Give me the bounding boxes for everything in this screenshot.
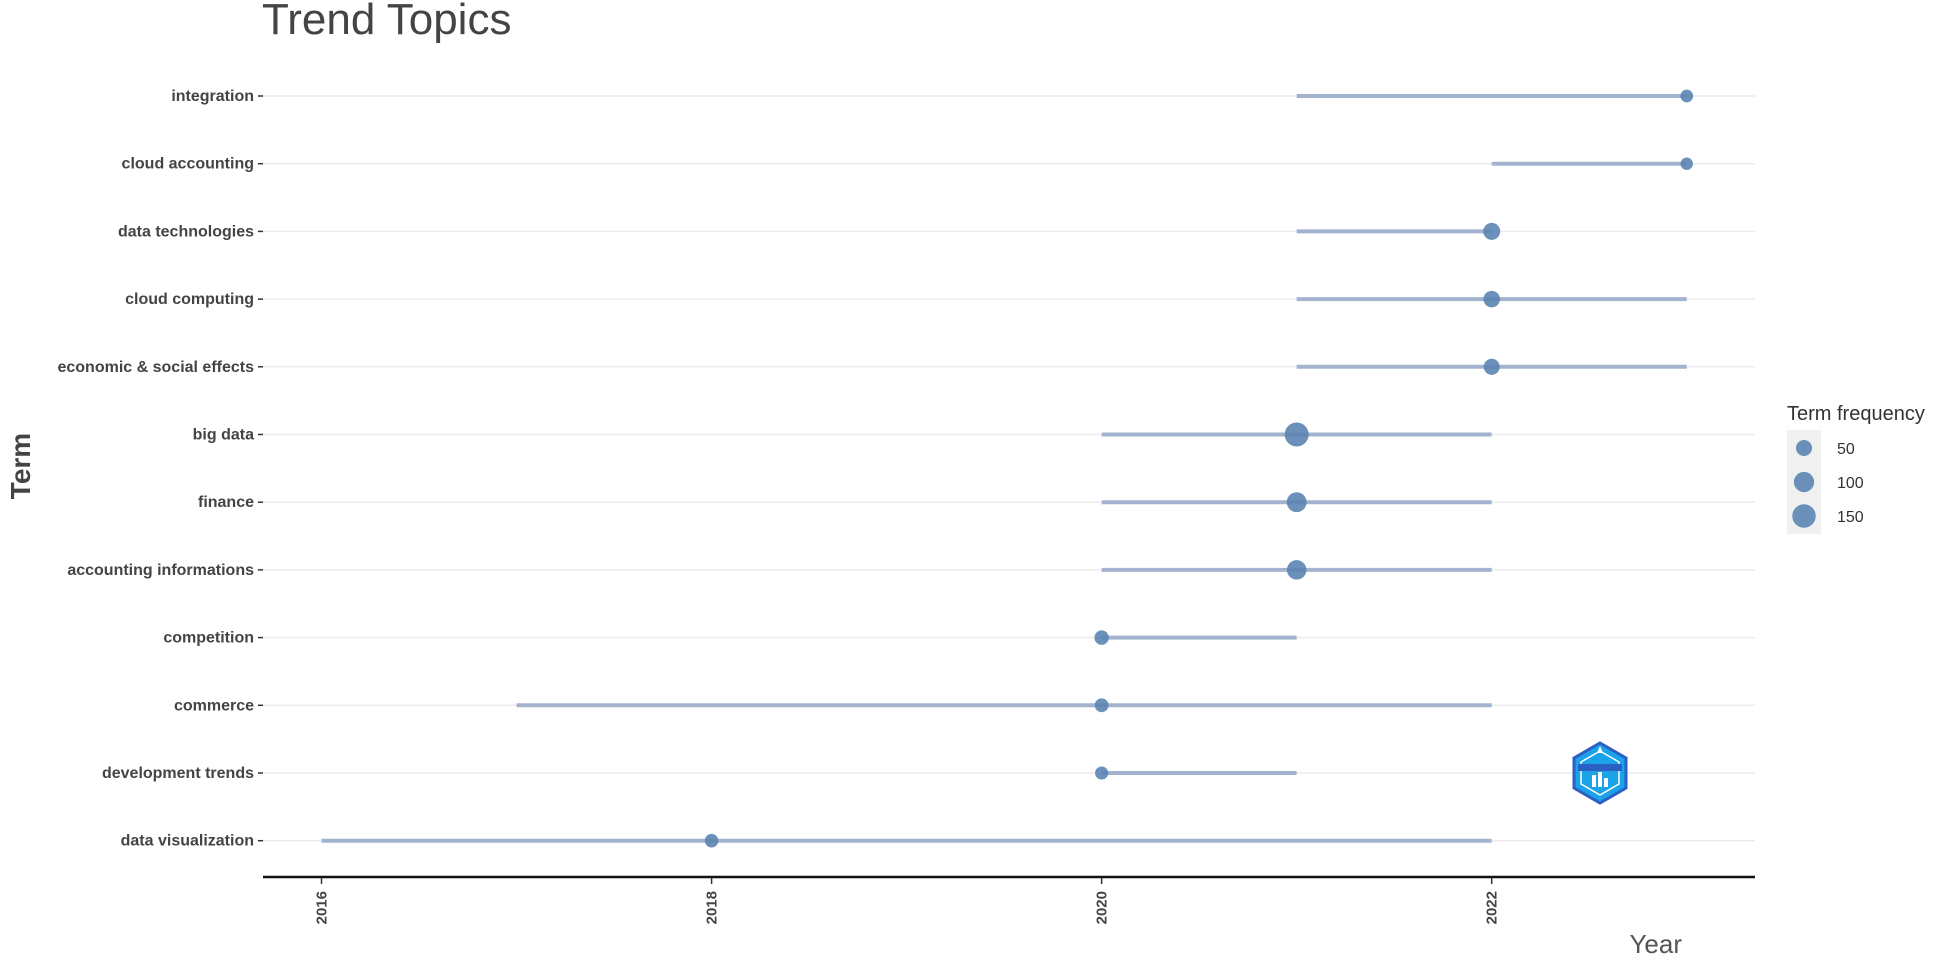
logo-banner-icon	[1578, 764, 1622, 771]
logo-bar-icon	[1592, 775, 1596, 787]
range-lines	[321, 94, 1687, 843]
y-tick-label: finance	[198, 494, 254, 511]
y-tick-label: commerce	[174, 697, 254, 714]
data-point	[1284, 422, 1309, 447]
data-point	[704, 833, 719, 848]
x-tick-label: 2018	[704, 891, 721, 924]
y-tick-label: accounting informations	[67, 562, 254, 579]
y-tick-label: economic & social effects	[57, 359, 254, 376]
y-tick-label: cloud accounting	[122, 156, 254, 173]
legend-key	[1793, 471, 1815, 493]
y-tick-label: big data	[193, 427, 254, 444]
data-point	[1680, 157, 1693, 170]
grid-lines	[263, 95, 1755, 842]
data-point	[1095, 766, 1109, 780]
legend-title: Term frequency	[1787, 403, 1925, 425]
y-tick-label: competition	[163, 630, 254, 647]
data-point	[1483, 222, 1501, 240]
data-point	[1680, 89, 1694, 103]
chart-title: Trend Topics	[262, 0, 511, 44]
y-axis-title: Term	[5, 433, 36, 499]
y-ticks	[258, 95, 263, 842]
data-point	[1286, 492, 1307, 513]
data-point	[1286, 560, 1307, 580]
legend-entries: 50 100 150	[1792, 439, 1864, 528]
x-tick-labels: 2016 2018 2020 2022	[314, 891, 1501, 924]
x-tick-label: 2016	[314, 891, 331, 924]
logo-star-icon	[1597, 746, 1603, 753]
bibliometrix-logo	[1572, 741, 1628, 805]
x-axis-title: Year	[1629, 929, 1682, 959]
logo-bar-icon	[1604, 778, 1608, 787]
legend-label: 150	[1837, 509, 1864, 526]
legend-label: 100	[1837, 475, 1864, 492]
y-tick-label: integration	[171, 88, 254, 105]
legend: Term frequency 50 100 150	[1787, 403, 1925, 534]
legend-label: 50	[1837, 441, 1855, 458]
y-tick-labels: integration cloud accounting data technolo…	[57, 88, 254, 850]
data-points	[704, 89, 1694, 848]
data-point	[1094, 630, 1109, 645]
logo-bar-icon	[1598, 772, 1602, 787]
data-point	[1094, 698, 1109, 713]
x-ticks	[320, 878, 1493, 884]
x-tick-label: 2020	[1094, 891, 1111, 924]
y-tick-label: cloud computing	[125, 291, 254, 308]
legend-key	[1792, 504, 1816, 528]
y-tick-label: development trends	[102, 765, 254, 782]
y-tick-label: data visualization	[121, 833, 254, 850]
data-point	[1483, 290, 1500, 308]
legend-key	[1795, 439, 1813, 457]
data-point	[1483, 358, 1500, 375]
logo-inner-hexagon-icon	[1580, 750, 1620, 796]
x-tick-label: 2022	[1484, 891, 1501, 924]
y-tick-label: data technologies	[118, 223, 254, 240]
